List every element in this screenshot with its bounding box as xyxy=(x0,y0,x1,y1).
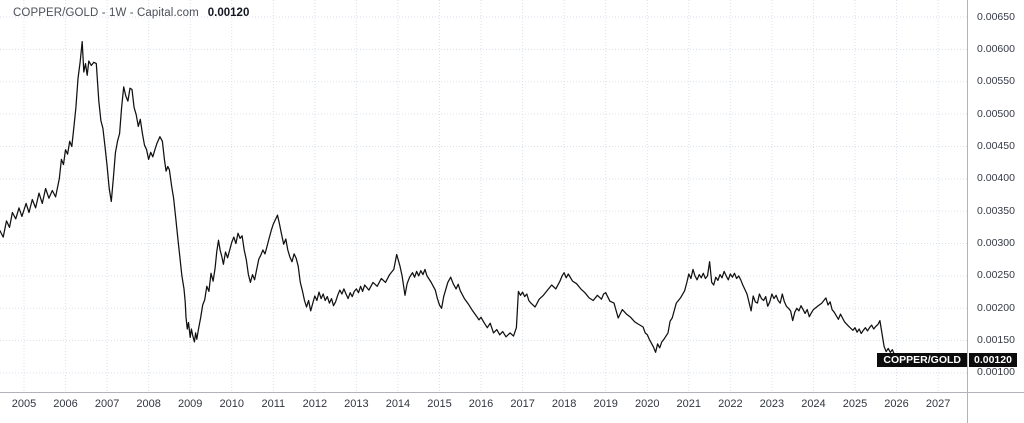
x-axis-tick: 2027 xyxy=(925,398,951,410)
x-axis-tick: 2015 xyxy=(427,398,452,410)
x-axis-tick: 2025 xyxy=(842,398,868,410)
y-axis-tick: 0.00450 xyxy=(977,139,1015,152)
x-axis-tick: 2005 xyxy=(11,398,37,410)
x-axis-tick: 2006 xyxy=(53,398,78,410)
y-axis-tick: 0.00300 xyxy=(977,237,1015,250)
x-axis-tick: 2012 xyxy=(302,398,328,410)
last-price-badge: 0.00120 xyxy=(969,353,1017,368)
x-axis-tick: 2018 xyxy=(551,398,577,410)
x-axis-tick: 2007 xyxy=(94,398,120,410)
x-axis-tick: 2020 xyxy=(635,398,660,410)
x-axis-tick: 2022 xyxy=(718,398,743,410)
y-axis-tick: 0.00550 xyxy=(977,75,1015,88)
y-axis-tick: 0.00400 xyxy=(977,172,1015,185)
price-axis[interactable]: 0.00650 0.00600 0.00550 0.00500 0.00450 0.004… xyxy=(968,0,1024,392)
time-axis[interactable]: 2005 2006 2007 2008 2009 2010 2011 2012 2013 2014… xyxy=(0,393,967,423)
time-axis-separator xyxy=(0,392,1024,393)
x-axis-tick: 2019 xyxy=(593,398,618,410)
x-axis-tick: 2009 xyxy=(177,398,203,410)
price-line xyxy=(0,40,898,361)
y-axis-tick: 0.00650 xyxy=(977,10,1015,23)
vertical-gridlines xyxy=(23,0,939,392)
price-axis-separator xyxy=(967,0,968,423)
x-axis-tick: 2024 xyxy=(801,398,826,410)
y-axis-tick: 0.00600 xyxy=(977,42,1015,55)
x-axis-tick: 2023 xyxy=(759,398,785,410)
x-axis-tick: 2017 xyxy=(510,398,535,410)
horizontal-gridlines xyxy=(0,16,967,374)
legend-last-value: 0.00120 xyxy=(207,7,250,19)
x-axis-tick: 2010 xyxy=(219,398,244,410)
y-axis-tick: 0.00200 xyxy=(977,301,1015,314)
line-end-symbol-label: COPPER/GOLD xyxy=(877,353,967,368)
y-axis-tick: 0.00150 xyxy=(977,334,1015,347)
line-end-symbol-text: COPPER/GOLD xyxy=(883,354,961,367)
x-axis-tick: 2014 xyxy=(385,398,411,410)
x-axis-tick: 2021 xyxy=(676,398,702,410)
x-axis-tick: 2026 xyxy=(884,398,909,410)
x-axis-tick: 2016 xyxy=(468,398,494,410)
last-price-value: 0.00120 xyxy=(974,354,1012,367)
x-axis-tick: 2008 xyxy=(136,398,161,410)
y-axis-tick: 0.00100 xyxy=(977,366,1015,379)
y-axis-tick: 0.00350 xyxy=(977,204,1015,217)
x-axis-tick: 2011 xyxy=(261,398,286,410)
chart-legend: COPPER/GOLD - 1W - Capital.com 0.00120 xyxy=(13,6,249,20)
x-axis-tick: 2013 xyxy=(344,398,369,410)
y-axis-tick: 0.00250 xyxy=(977,269,1015,282)
axis-corner xyxy=(968,393,1024,423)
symbol-title[interactable]: COPPER/GOLD - 1W - Capital.com xyxy=(13,7,199,19)
y-axis-tick: 0.00500 xyxy=(977,107,1015,120)
